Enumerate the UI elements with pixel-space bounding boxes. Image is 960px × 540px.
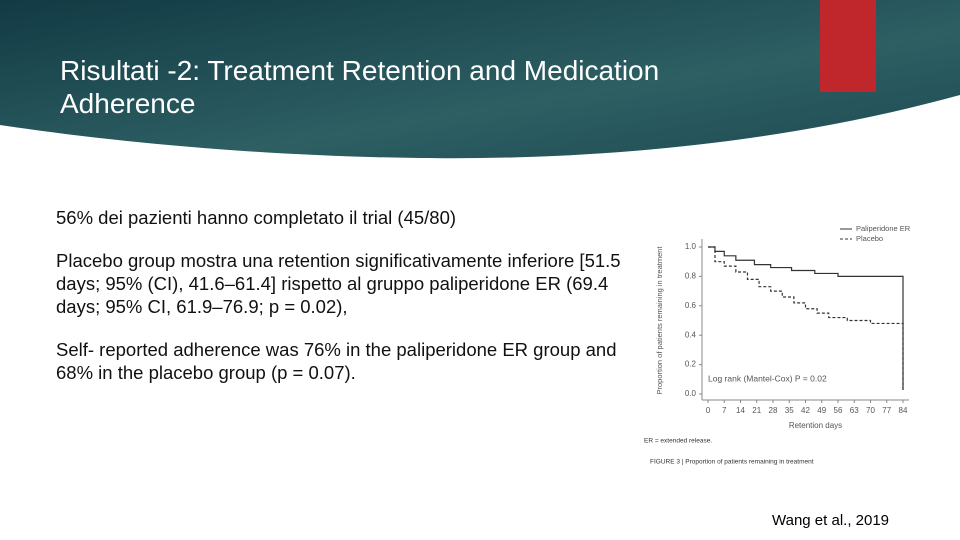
citation: Wang et al., 2019 [772,512,890,529]
y-tick-label: 0.0 [685,389,697,398]
x-axis-label: Retention days [789,421,842,430]
annotation: Log rank (Mantel-Cox) P = 0.02 [708,373,827,383]
legend-label: Paliperidone ER [856,224,911,233]
slide-title: Risultati -2: Treatment Retention and Me… [60,55,660,119]
x-tick-label: 49 [817,406,826,415]
x-tick-label: 84 [899,406,908,415]
y-axis-label: Proportion of patients remaining in trea… [655,246,664,395]
accent-block [820,0,876,92]
x-tick-label: 56 [834,406,843,415]
x-tick-label: 35 [785,406,794,415]
footnote: ER = extended release. [644,438,712,445]
x-tick-label: 77 [882,406,891,415]
bullet: 56% dei pazienti hanno completato il tri… [56,207,457,228]
bullet: Self- reported adherence was 76% in the … [56,339,617,383]
x-tick-label: 70 [866,406,875,415]
header-band [0,0,960,159]
y-tick-label: 0.4 [685,330,697,339]
survival-curve [708,246,904,390]
figure-caption: FIGURE 3 | Proportion of patients remain… [650,459,814,466]
survival-curve [708,246,904,392]
x-tick-label: 14 [736,406,745,415]
figure-panel [640,215,940,473]
figure: 0.0 0.2 0.4 0.6 0.8 1.0 0 7 14 21 28 35 42 49 56 63 70 77… [640,215,940,473]
x-tick-label: 28 [769,406,778,415]
x-tick-label: 7 [722,406,727,415]
bullet: Placebo group mostra una retention signi… [56,250,621,317]
legend-label: Placebo [856,234,883,243]
y-tick-label: 0.2 [685,360,697,369]
x-tick-label: 42 [801,406,810,415]
bullet-list: 56% dei pazienti hanno completato il tri… [56,206,636,404]
x-tick-label: 21 [752,406,761,415]
x-tick-label: 63 [850,406,859,415]
y-tick-label: 1.0 [685,242,697,251]
header-background [0,0,960,159]
y-tick-label: 0.8 [685,272,697,281]
y-tick-label: 0.6 [685,301,697,310]
x-tick-label: 0 [706,406,711,415]
